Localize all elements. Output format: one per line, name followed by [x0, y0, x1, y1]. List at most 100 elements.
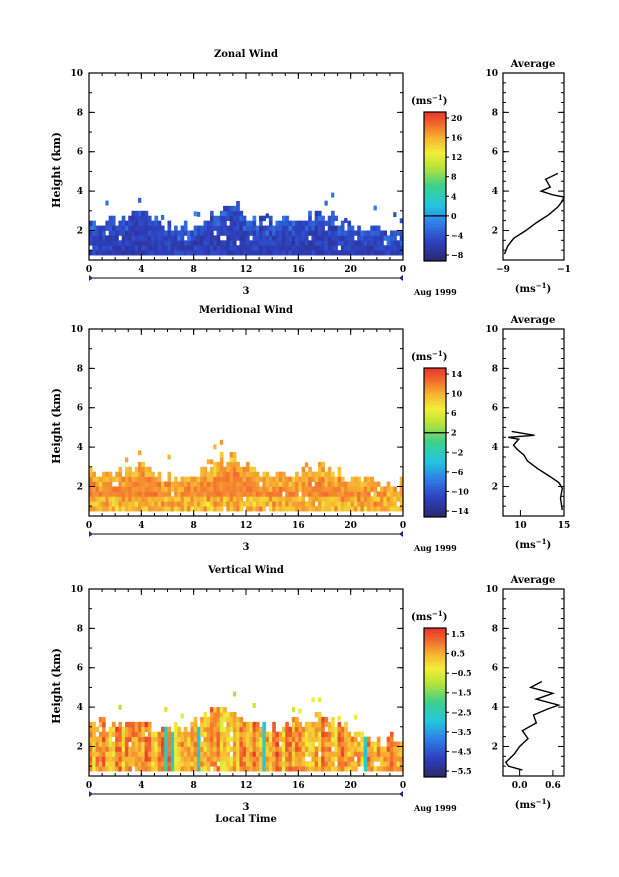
heatmap-cell	[370, 751, 374, 757]
heatmap-cell	[206, 766, 211, 772]
heatmap-cell	[370, 506, 374, 512]
heatmap-cell	[288, 225, 293, 231]
heatmap-cell	[396, 506, 401, 512]
heatmap-cell	[157, 481, 162, 487]
heatmap-cell	[363, 496, 368, 502]
colorbar-segment	[424, 697, 446, 701]
heatmap-cell	[170, 481, 175, 487]
heatmap-cell	[386, 766, 391, 772]
heatmap-cell	[193, 496, 198, 502]
heatmap-cell	[216, 506, 221, 512]
heatmap-cell	[210, 245, 214, 251]
heatmap-cell	[219, 461, 224, 468]
heatmap-cell	[134, 501, 139, 507]
heatmap-cell	[89, 235, 93, 241]
heatmap-cell	[337, 240, 342, 246]
y-tick-label: 2	[77, 742, 83, 752]
heatmap-cell	[327, 481, 332, 487]
heatmap-cell	[203, 235, 208, 241]
heatmap-cell	[134, 476, 139, 482]
heatmap-cell	[268, 491, 273, 497]
heatmap-cell	[344, 217, 348, 223]
heatmap-cell	[399, 496, 404, 502]
heatmap-cell	[340, 761, 345, 767]
colorbar-tick-label: 16	[451, 133, 463, 143]
heatmap-cell	[111, 501, 116, 507]
heatmap-cell	[331, 756, 335, 762]
colorbar-segment	[424, 628, 446, 631]
heatmap-cell	[308, 220, 312, 226]
heatmap-cell	[308, 761, 312, 767]
heatmap-cell	[170, 741, 175, 747]
heatmap-cell	[177, 731, 181, 738]
heatmap-cell	[196, 245, 201, 251]
colorbar-tick-label: 1.5	[451, 629, 465, 639]
heatmap-cell	[350, 481, 355, 487]
heatmap-cell	[249, 250, 253, 256]
heatmap-cell	[196, 230, 201, 236]
heatmap-cell	[108, 240, 113, 246]
colorbar-segment	[424, 500, 446, 504]
heatmap-cell	[249, 471, 253, 478]
heatmap-cell	[236, 506, 240, 512]
colorbar-segment	[424, 744, 446, 748]
heatmap-cell	[219, 501, 224, 507]
heatmap-cell	[380, 250, 384, 256]
heatmap-cell	[265, 731, 270, 738]
heatmap-cell	[216, 721, 221, 728]
heatmap-cell	[393, 212, 397, 218]
heatmap-cell	[285, 766, 289, 772]
heatmap-cell	[304, 220, 309, 226]
heatmap-cell	[255, 756, 260, 762]
heatmap-cell	[180, 751, 185, 757]
heatmap-cell	[321, 466, 325, 473]
heatmap-cell	[367, 240, 371, 246]
heatmap-cell	[121, 486, 126, 492]
heatmap-cell	[151, 481, 155, 487]
y-tick-label: 6	[77, 148, 83, 158]
heatmap-cell	[229, 466, 234, 473]
heatmap-cell	[298, 476, 302, 482]
heatmap-cell	[334, 731, 338, 738]
heatmap-cell	[376, 496, 381, 502]
heatmap-cell	[118, 761, 123, 767]
colorbar-frame	[423, 627, 447, 778]
average-y-tick-label: 2	[492, 742, 498, 752]
heatmap-cell	[304, 491, 309, 497]
average-y-tick-label: 8	[492, 108, 498, 118]
heatmap-cell	[226, 746, 231, 752]
heatmap-cell	[196, 496, 201, 502]
heatmap-cell	[324, 751, 329, 757]
heatmap-cell	[229, 250, 234, 256]
heatmap-cell	[160, 240, 165, 246]
colorbar-tick-label: −2.5	[451, 707, 472, 717]
heatmap-cell	[308, 466, 312, 473]
heatmap-cell	[363, 486, 368, 492]
heatmap-cell	[180, 736, 185, 742]
heatmap-cell	[144, 220, 149, 226]
heatmap-cell	[98, 491, 103, 497]
heatmap-cell	[121, 481, 126, 487]
heatmap-cell	[151, 766, 155, 772]
heatmap-cell	[226, 210, 231, 217]
heatmap-cell	[393, 250, 397, 256]
heatmap-cell	[317, 712, 322, 718]
heatmap-cell	[314, 746, 319, 752]
heatmap-cell	[367, 761, 371, 767]
heatmap-cell	[124, 746, 129, 752]
heatmap-cell	[170, 751, 175, 757]
heatmap-cell	[344, 766, 348, 772]
heatmap-cell	[383, 245, 388, 251]
heatmap-cell	[210, 741, 214, 747]
heatmap-cell	[92, 225, 96, 231]
heatmap-cell	[203, 481, 208, 487]
heatmap-cell	[157, 746, 162, 752]
heatmap-cell	[124, 736, 129, 742]
heatmap-cell	[304, 766, 309, 772]
heatmap-cell	[213, 506, 217, 512]
heatmap-cell	[327, 506, 332, 512]
heatmap-cell	[108, 476, 113, 482]
heatmap-cell	[275, 766, 280, 772]
heatmap-cell	[295, 726, 299, 733]
colorbar-unit-label: (ms−1)	[411, 93, 447, 107]
